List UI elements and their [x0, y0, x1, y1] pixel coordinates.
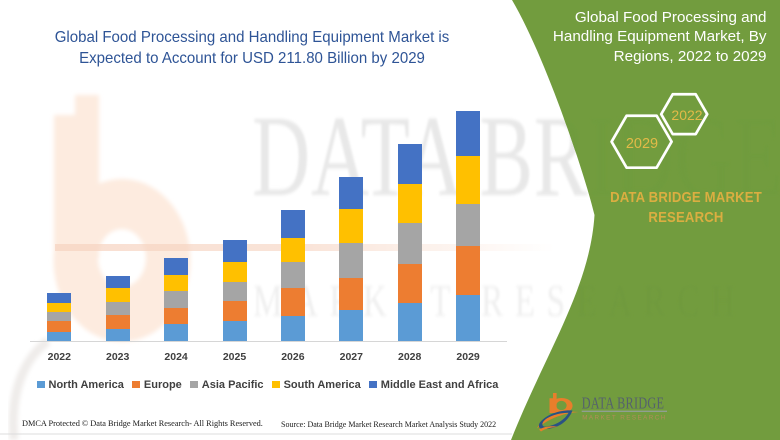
svg-text:MARKET RESEARCH: MARKET RESEARCH — [582, 415, 667, 422]
svg-text:DATA BRIDGE: DATA BRIDGE — [582, 395, 665, 413]
